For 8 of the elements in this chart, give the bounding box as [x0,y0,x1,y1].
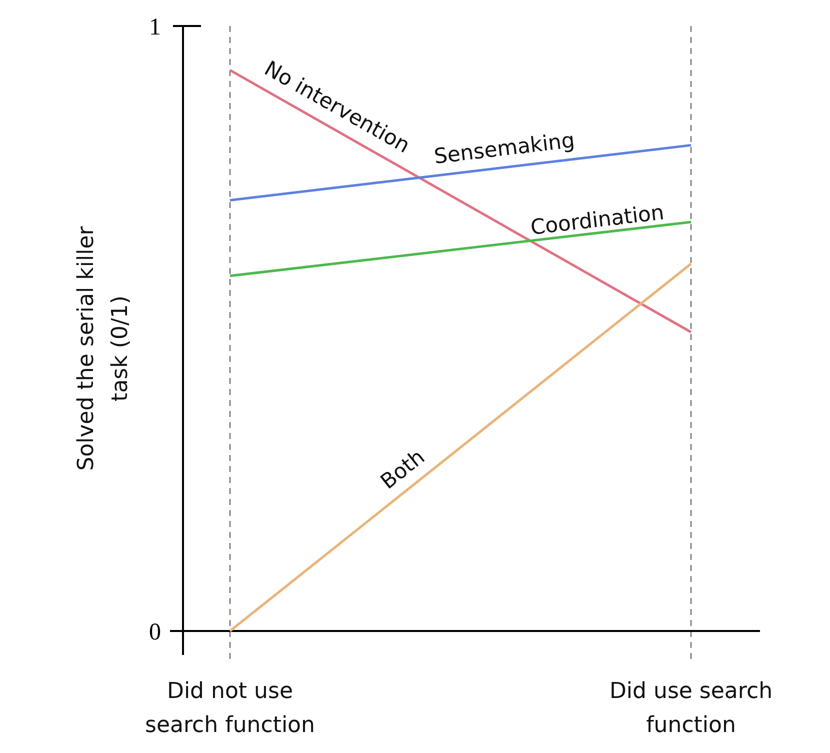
y-axis-title: Solved the serial killer task (0/1) [74,225,133,471]
text: Coordination [529,200,666,240]
text: Both [376,444,430,494]
x-tick-label: Did not use search function [145,679,315,738]
y-tick-label: 1 [149,14,161,40]
y-tick-label: 0 [149,619,161,646]
x-tick-label: Did use search function [609,679,773,738]
text: Sensemaking [432,128,576,169]
